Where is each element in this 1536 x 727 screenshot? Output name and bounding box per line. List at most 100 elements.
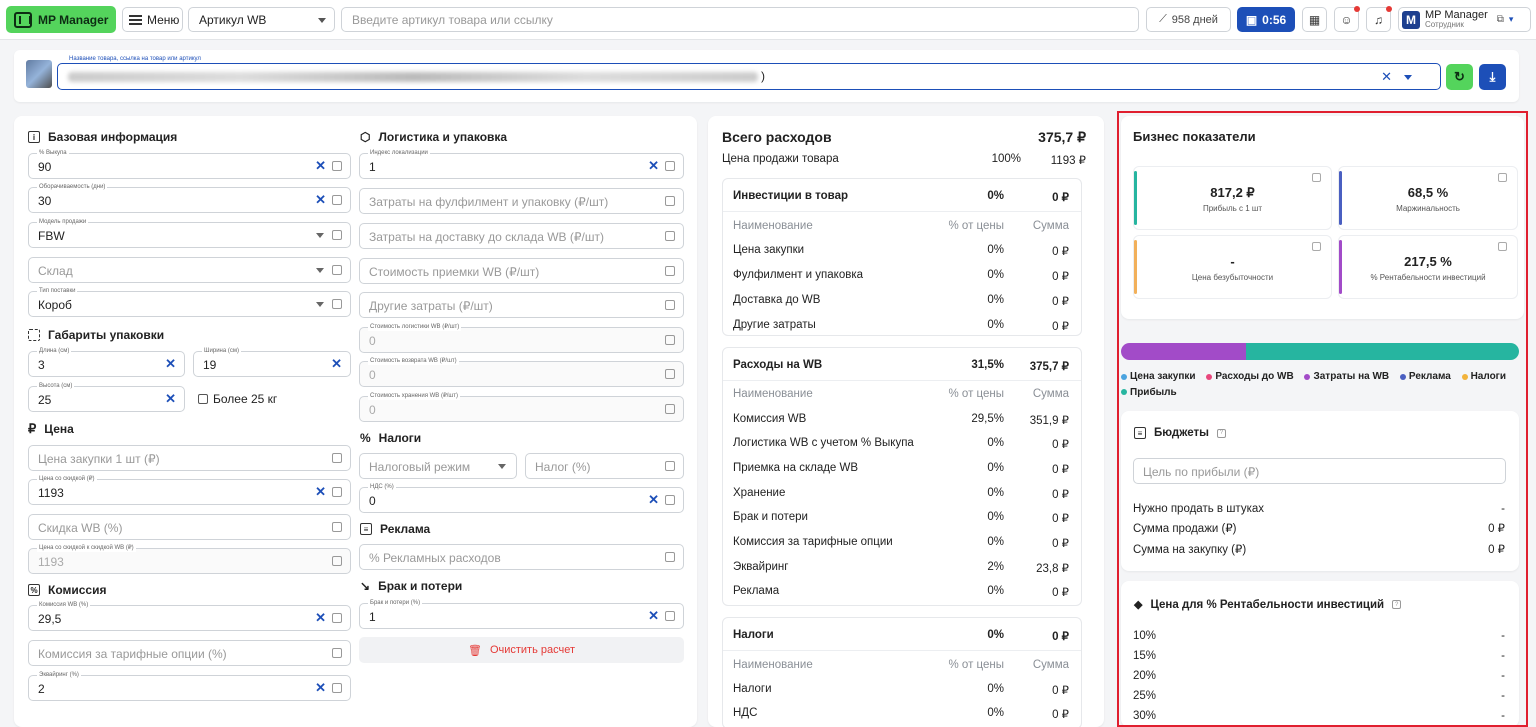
copy-icon[interactable] [332, 613, 342, 623]
notifications-button[interactable]: ♫ [1366, 6, 1392, 32]
copy-icon[interactable] [665, 196, 675, 206]
download-button[interactable]: ⤓ [1479, 64, 1506, 90]
clear-icon[interactable]: ✕ [648, 608, 659, 623]
other-costs-field[interactable]: Другие затраты (₽/шт) [359, 292, 684, 318]
ads-percent-field[interactable]: % Рекламных расходов [359, 544, 684, 570]
clear-icon[interactable]: ✕ [315, 610, 326, 625]
budgets-heading: ≡ Бюджеты? [1134, 427, 1226, 439]
legend-item: Расходы до WB [1206, 369, 1294, 384]
user-menu[interactable]: M MP Manager Сотрудник ⧉ ▾ [1398, 7, 1531, 32]
localization-index-field[interactable]: Индекс локализации 1 ✕ [359, 149, 684, 179]
copy-icon[interactable] [665, 335, 675, 345]
clear-icon[interactable]: ✕ [315, 484, 326, 499]
tax-regime-select[interactable]: Налоговый режим [359, 453, 517, 479]
kpi-breakeven: - Цена безубыточности [1133, 235, 1332, 299]
copy-icon[interactable] [332, 487, 342, 497]
copy-icon[interactable] [1312, 173, 1321, 182]
copy-icon[interactable] [665, 161, 675, 171]
copy-icon[interactable] [665, 266, 675, 276]
copy-icon[interactable] [665, 300, 675, 310]
row-pct: 0% [987, 437, 1004, 449]
copy-icon[interactable] [332, 230, 342, 240]
warehouse-select[interactable]: Склад [28, 257, 351, 283]
tariff-commission-field[interactable]: Комиссия за тарифные опции (%) [28, 640, 351, 666]
help-icon[interactable]: ? [1392, 600, 1402, 609]
clear-icon[interactable]: ✕ [315, 158, 326, 173]
clear-icon[interactable]: ✕ [315, 192, 326, 207]
menu-button[interactable]: Меню [122, 7, 183, 32]
product-input[interactable]: Название товара, ссылка на товар или арт… [57, 56, 1441, 90]
copy-icon[interactable] [665, 369, 675, 379]
copy-icon[interactable] [332, 195, 342, 205]
buyout-field[interactable]: % Выкупа 90 ✕ [28, 149, 351, 179]
copy-icon[interactable] [665, 461, 675, 471]
acquiring-field[interactable]: Эквайринг (%) 2 ✕ [28, 671, 351, 701]
subscription-days: 958 дней [1171, 13, 1218, 26]
acquiring-value: 2 [38, 682, 45, 696]
length-field[interactable]: Длина (см) 3 ✕ [28, 347, 185, 377]
clear-icon[interactable]: ✕ [1381, 69, 1392, 84]
smile-icon: ☺ [1340, 12, 1353, 27]
copy-icon[interactable] [665, 495, 675, 505]
tax-expenses-table: Налоги 0% 0 ₽ Наименование % от цены Сумма Н… [722, 617, 1082, 727]
copy-icon[interactable] [332, 648, 342, 658]
chevron-down-icon[interactable] [1404, 75, 1412, 80]
copy-icon[interactable] [332, 265, 342, 275]
storage-cost-value: 0 [369, 403, 376, 417]
copy-icon[interactable] [332, 453, 342, 463]
discount-price-field[interactable]: Цена со скидкой (₽) 1193 ✕ [28, 475, 351, 505]
row-name: Фулфилмент и упаковка [733, 269, 863, 281]
copy-icon[interactable] [332, 161, 342, 171]
timer-button[interactable]: ▣ 0:56 [1237, 7, 1295, 32]
copy-icon[interactable] [1312, 242, 1321, 251]
expenses-panel: Всего расходов 375,7 ₽ Цена продажи това… [708, 116, 1104, 727]
avatar: M [1402, 10, 1420, 29]
fulfillment-cost-field[interactable]: Затраты на фулфилмент и упаковку (₽/шт) [359, 188, 684, 214]
width-field[interactable]: Ширина (см) 19 ✕ [193, 347, 351, 377]
copy-icon[interactable] [332, 683, 342, 693]
copy-icon[interactable] [665, 404, 675, 414]
supply-type-value: Короб [38, 298, 72, 312]
calendar-button[interactable]: ▦ [1302, 7, 1327, 32]
copy-icon[interactable] [332, 299, 342, 309]
article-type-select[interactable]: Артикул WB [188, 7, 335, 32]
vat-field[interactable]: НДС (%) 0 ✕ [359, 483, 684, 513]
clear-icon[interactable]: ✕ [165, 356, 176, 371]
clear-icon[interactable]: ✕ [648, 492, 659, 507]
clear-calculation-button[interactable]: 🗑 Очистить расчет [359, 637, 684, 663]
purchase-price-placeholder: Цена закупки 1 шт (₽) [38, 452, 160, 466]
clear-icon[interactable]: ✕ [331, 356, 342, 371]
delivery-cost-field[interactable]: Затраты на доставку до склада WB (₽/шт) [359, 223, 684, 249]
help-icon[interactable]: ? [1216, 428, 1226, 438]
turnover-field[interactable]: Оборачиваемость (дни) 30 ✕ [28, 183, 351, 213]
acceptance-cost-field[interactable]: Стоимость приемки WB (₽/шт) [359, 258, 684, 284]
article-search-input[interactable]: Введите артикул товара или ссылку [341, 7, 1139, 32]
logo-button[interactable]: MP Manager [6, 6, 116, 33]
purchase-price-field[interactable]: Цена закупки 1 шт (₽) [28, 445, 351, 471]
subscription-days-button[interactable]: ⟋ 958 дней [1146, 7, 1231, 32]
over-25kg-checkbox[interactable]: Более 25 кг [198, 392, 277, 406]
supply-type-select[interactable]: Тип поставки Короб [28, 287, 351, 317]
copy-icon[interactable] [332, 556, 342, 566]
copy-icon[interactable] [1498, 173, 1507, 182]
profit-goal-field[interactable]: Цель по прибыли (₽) [1133, 458, 1506, 484]
defect-field[interactable]: Брак и потери (%) 1 ✕ [359, 599, 684, 629]
wb-discount-field[interactable]: Скидка WB (%) [28, 514, 351, 540]
copy-icon[interactable] [1498, 242, 1507, 251]
copy-icon[interactable] [332, 522, 342, 532]
copy-icon[interactable] [665, 552, 675, 562]
refresh-button[interactable]: ↻ [1446, 64, 1473, 90]
sale-model-select[interactable]: Модель продажи FBW [28, 218, 351, 248]
copy-icon[interactable] [665, 231, 675, 241]
tax-rate-field[interactable]: Налог (%) [525, 453, 684, 479]
row-pct: 0% [987, 294, 1004, 306]
height-field[interactable]: Высота (см) 25 ✕ [28, 382, 185, 412]
wb-commission-field[interactable]: Комиссия WB (%) 29,5 ✕ [28, 601, 351, 631]
clear-icon[interactable]: ✕ [315, 680, 326, 695]
chevron-down-icon [498, 464, 506, 469]
clear-icon[interactable]: ✕ [165, 391, 176, 406]
copy-icon[interactable] [665, 611, 675, 621]
clear-icon[interactable]: ✕ [648, 158, 659, 173]
menu-label: Меню [147, 12, 180, 27]
smile-button[interactable]: ☺ [1334, 6, 1360, 32]
